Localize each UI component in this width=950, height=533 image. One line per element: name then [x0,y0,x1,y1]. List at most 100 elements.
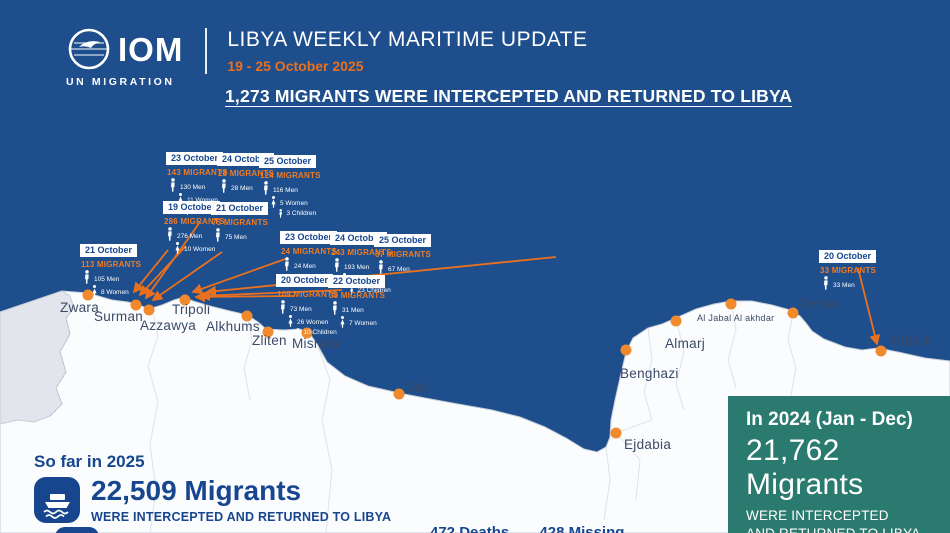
callout-migrant-count: 143 MIGRANTS [167,168,228,177]
man-icon [222,179,226,193]
interception-callout: 21 October 113 MIGRANTS 105 Men 8 Women [80,240,141,297]
demographic-row: 10 Children [295,328,338,337]
man-icon [285,257,289,271]
demographic-label: 10 Women [184,245,216,253]
callout-date: 25 October [374,234,432,247]
man-icon [85,270,89,284]
man-icon [264,181,268,195]
callout-date: 20 October [276,274,334,287]
demographic-label: 8 Women [101,288,129,296]
city-label-alkhums: Alkhums [206,319,260,334]
callout-date: 24 October [330,232,388,245]
logo-suborg-text: UN MIGRATION [66,76,175,88]
city-dot-derna [787,307,799,319]
demographic-label: 105 Men [94,275,120,283]
city-label-misrata: Misrata [292,336,339,351]
city-label-al-jabal-al-akhdar: Al Jabal Al akhdar [697,313,774,323]
city-label-ejdabia: Ejdabia [624,437,671,452]
city-dot-alkhums [241,310,253,322]
city-dot-tobruk [875,345,887,357]
woman-icon [175,242,180,254]
callout-migrant-count: 75 MIGRANTS [212,218,268,227]
stats-2025-deaths: 472 Deaths [430,524,510,533]
callout-date: 22 October [328,275,386,288]
city-label-sirt: Sirt [406,380,427,395]
iom-logo: IOM UN MIGRATION [66,26,183,88]
interception-arrow [144,221,201,300]
city-dot-ejdabia [610,427,622,439]
callout-migrant-count: 33 MIGRANTS [820,266,876,275]
callout-date: 23 October [166,152,224,165]
demographic-row: 5 Women [270,196,321,208]
demographic-label: 3 Children [286,209,317,217]
callout-migrant-count: 124 MIGRANTS [260,171,321,180]
demographic-label: 33 Men [833,281,855,289]
demographic-label: 75 Men [225,233,247,241]
child-icon [279,209,283,218]
interception-arrow [199,289,343,302]
city-label-zwara: Zwara [60,300,99,315]
demographic-label: 276 Men [177,232,203,240]
callout-migrant-count: 243 MIGRANTS [331,248,392,257]
interception-arrow [151,251,223,302]
city-dot-zliten [262,326,274,338]
demographic-row: 276 Men [166,227,225,241]
interception-arrows [132,221,881,346]
header-divider [205,28,208,74]
interception-arrow [194,291,295,303]
tunisia-libya-border [49,307,75,417]
demographic-label: 28 Men [231,184,253,192]
city-label-surman: Surman [94,309,143,324]
man-icon [824,276,828,290]
demographic-label: 5 Women [280,199,308,207]
report-date-range: 19 - 25 October 2025 [227,58,364,75]
child-icon [296,328,300,337]
man-icon [168,227,172,241]
stats-2024-subtitle-line2: AND RETURNED TO LIBYA [746,526,921,533]
callout-date: 21 October [211,202,269,215]
interception-arrow [205,256,557,297]
interception-callout: 23 October 24 MIGRANTS 24 Men [280,227,338,271]
interception-callout: 20 October 33 MIGRANTS 33 Men [819,246,877,290]
demographic-row: 33 Men [822,276,876,290]
stats-2025-migrants: 22,509 Migrants [91,475,302,506]
city-label-tripoli: Tripoli [172,302,210,317]
stats-2024-panel: In 2024 (Jan - Dec) 21,762 Migrants WERE… [728,396,950,533]
man-icon [335,258,339,272]
demographic-row: 116 Men [262,181,321,195]
city-label-benghazi: Benghazi [620,366,679,381]
callout-date: 20 October [819,250,877,263]
demographic-row: 193 Men [333,258,392,272]
demographic-row: 28 Men [220,179,274,193]
callout-date: 21 October [80,244,138,257]
city-label-azzawya: Azzawya [140,318,196,333]
woman-icon [92,285,97,297]
city-dot-sirt [393,388,405,400]
city-dot-tripoli [179,294,191,306]
callout-migrant-count: 286 MIGRANTS [164,217,225,226]
demographic-row: 75 Men [214,228,268,242]
demographic-label: 10 Children [303,328,337,336]
page-title: LIBYA WEEKLY MARITIME UPDATE [227,28,588,51]
man-icon [379,260,383,274]
iom-globe-icon [68,28,110,70]
callout-date: 25 October [259,155,317,168]
woman-icon [271,196,276,208]
stats-2024-subtitle-line1: WERE INTERCEPTED [746,508,889,523]
demographic-row: 67 Men [377,260,431,274]
man-icon [281,300,285,314]
stats-2025-period: So far in 2025 [34,452,145,471]
demographic-label: 67 Men [388,265,410,273]
clipped-bottom-icon [55,527,99,533]
interception-arrow [857,267,881,346]
demographic-label: 23 Children [357,286,391,294]
demographic-row: 73 Men [279,300,338,314]
interception-callout: 20 October 109 MIGRANTS 73 Men 26 Women 10 C… [276,270,338,337]
city-dot-benghazi [620,344,632,356]
callout-migrant-count: 38 MIGRANTS [329,291,385,300]
city-label-zliten: Zliten [252,333,287,348]
demographic-row: 8 Women [91,285,141,297]
demographic-row: 130 Men [169,178,228,192]
